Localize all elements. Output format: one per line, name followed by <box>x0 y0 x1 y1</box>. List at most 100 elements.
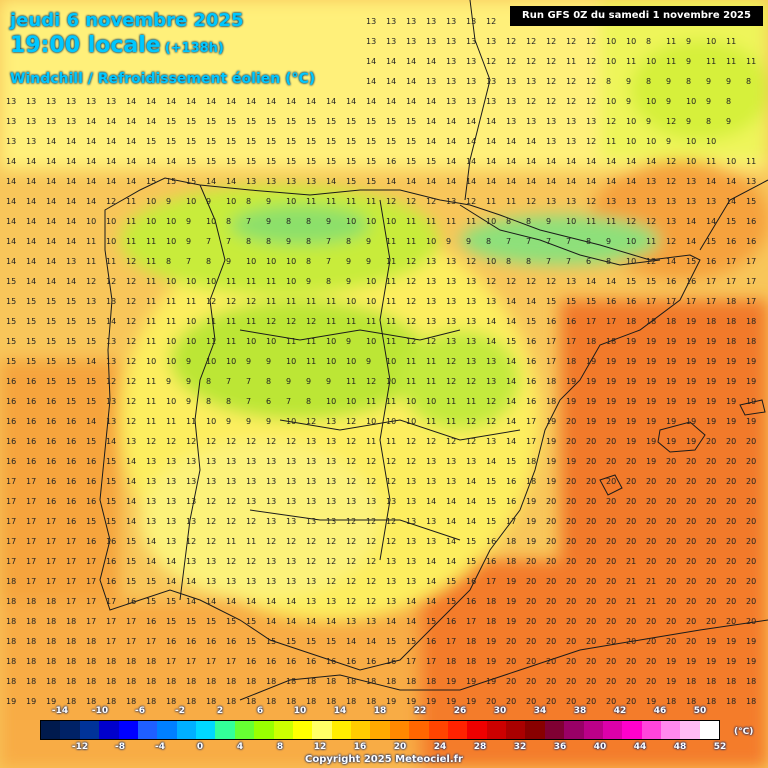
legend-swatch <box>292 721 313 739</box>
grid-value: 14 <box>346 97 356 106</box>
grid-value: 13 <box>406 537 416 546</box>
grid-value: 13 <box>246 457 256 466</box>
grid-value: 13 <box>426 477 436 486</box>
grid-value: 14 <box>446 117 456 126</box>
grid-value: 9 <box>226 417 231 426</box>
grid-value: 17 <box>526 437 536 446</box>
grid-value: 15 <box>386 117 396 126</box>
grid-value: 8 <box>506 217 511 226</box>
grid-value: 20 <box>746 457 756 466</box>
grid-value: 7 <box>286 397 291 406</box>
grid-value: 20 <box>746 577 756 586</box>
grid-value: 10 <box>166 217 176 226</box>
grid-value: 9 <box>346 277 351 286</box>
legend-label-bottom: 40 <box>593 742 607 752</box>
grid-value: 9 <box>186 377 191 386</box>
grid-value: 12 <box>126 277 136 286</box>
grid-value: 12 <box>506 37 516 46</box>
grid-value: 14 <box>126 177 136 186</box>
grid-value: 12 <box>366 537 376 546</box>
legend-swatch <box>409 721 429 739</box>
grid-value: 19 <box>546 457 556 466</box>
grid-value: 17 <box>6 517 16 526</box>
grid-value: 17 <box>586 317 596 326</box>
grid-value: 9 <box>326 217 331 226</box>
grid-value: 16 <box>466 597 476 606</box>
grid-value: 9 <box>546 217 551 226</box>
grid-value: 13 <box>146 497 156 506</box>
legend-swatch <box>157 721 177 739</box>
grid-value: 12 <box>426 197 436 206</box>
grid-value: 11 <box>206 317 216 326</box>
grid-value: 11 <box>246 317 256 326</box>
grid-value: 17 <box>106 637 116 646</box>
grid-value: 8 <box>306 257 311 266</box>
grid-value: 12 <box>486 417 496 426</box>
grid-value: 8 <box>226 217 231 226</box>
grid-value: 17 <box>446 637 456 646</box>
grid-value: 12 <box>326 537 336 546</box>
grid-value: 13 <box>446 17 456 26</box>
grid-value: 13 <box>226 477 236 486</box>
grid-value: 14 <box>66 197 76 206</box>
grid-value: 10 <box>266 257 276 266</box>
grid-value: 20 <box>646 657 656 666</box>
legend-swatch <box>41 721 61 739</box>
grid-value: 10 <box>246 257 256 266</box>
grid-value: 18 <box>206 677 216 686</box>
grid-value: 20 <box>726 577 736 586</box>
legend-swatch <box>312 721 332 739</box>
grid-value: 13 <box>226 457 236 466</box>
grid-value: 11 <box>326 197 336 206</box>
grid-value: 11 <box>86 237 96 246</box>
legend-label-bottom: 24 <box>433 742 447 752</box>
grid-value: 11 <box>226 277 236 286</box>
grid-value: 15 <box>226 617 236 626</box>
grid-value: 13 <box>366 617 376 626</box>
grid-value: 12 <box>206 297 216 306</box>
grid-value: 16 <box>66 477 76 486</box>
grid-value: 16 <box>526 337 536 346</box>
grid-value: 13 <box>426 257 436 266</box>
grid-value: 20 <box>686 637 696 646</box>
grid-value: 13 <box>426 537 436 546</box>
grid-value: 9 <box>166 197 171 206</box>
grid-value: 12 <box>566 97 576 106</box>
grid-value: 12 <box>206 537 216 546</box>
grid-value: 11 <box>466 217 476 226</box>
grid-value: 19 <box>506 597 516 606</box>
grid-value: 14 <box>426 557 436 566</box>
grid-value: 18 <box>726 297 736 306</box>
grid-value: 9 <box>706 97 711 106</box>
legend-label-top: -14 <box>51 706 69 716</box>
grid-value: 14 <box>646 157 656 166</box>
grid-value: 10 <box>686 157 696 166</box>
grid-value: 13 <box>106 417 116 426</box>
grid-value: 15 <box>26 317 36 326</box>
grid-value: 13 <box>306 517 316 526</box>
grid-value: 12 <box>406 437 416 446</box>
grid-value: 14 <box>166 557 176 566</box>
grid-value: 12 <box>586 77 596 86</box>
grid-value: 12 <box>206 437 216 446</box>
grid-value: 18 <box>6 577 16 586</box>
grid-value: 13 <box>746 177 756 186</box>
grid-value: 14 <box>66 137 76 146</box>
grid-value: 18 <box>66 637 76 646</box>
grid-value: 16 <box>486 537 496 546</box>
grid-value: 16 <box>566 317 576 326</box>
grid-value: 12 <box>386 517 396 526</box>
grid-value: 14 <box>686 217 696 226</box>
grid-value: 18 <box>286 677 296 686</box>
grid-value: 15 <box>66 357 76 366</box>
grid-value: 14 <box>206 597 216 606</box>
grid-value: 17 <box>546 337 556 346</box>
grid-value: 15 <box>206 137 216 146</box>
grid-value: 11 <box>446 397 456 406</box>
grid-value: 19 <box>486 657 496 666</box>
grid-value: 15 <box>86 337 96 346</box>
grid-value: 17 <box>146 637 156 646</box>
grid-value: 20 <box>566 637 576 646</box>
grid-value: 18 <box>706 677 716 686</box>
grid-value: 13 <box>206 577 216 586</box>
